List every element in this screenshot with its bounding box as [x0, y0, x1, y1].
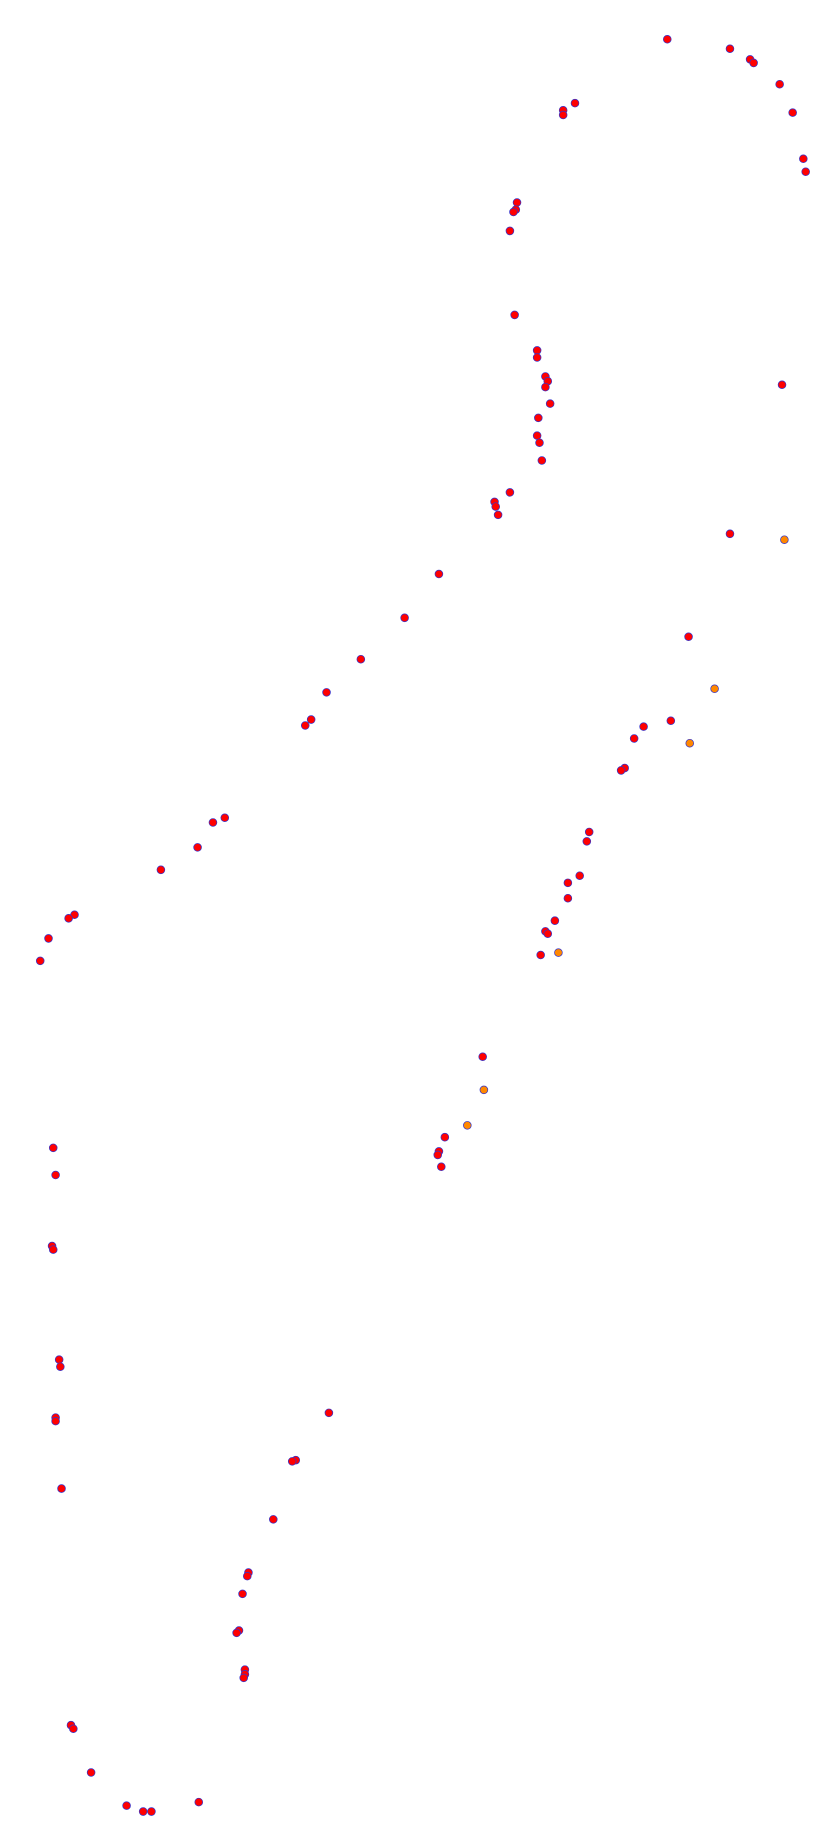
point — [558, 110, 568, 120]
point — [479, 1085, 489, 1095]
point — [306, 715, 316, 724]
point — [534, 413, 543, 423]
point — [138, 1807, 148, 1816]
point — [639, 722, 648, 731]
point — [269, 1515, 278, 1524]
point — [570, 98, 580, 108]
point — [666, 716, 676, 725]
point — [725, 529, 735, 539]
point — [537, 456, 547, 465]
point — [788, 108, 797, 117]
point — [48, 1245, 58, 1254]
point — [584, 827, 594, 837]
point — [777, 380, 787, 389]
point — [536, 950, 545, 960]
point — [550, 916, 560, 925]
point — [505, 226, 515, 236]
point — [541, 382, 550, 392]
point — [51, 1170, 60, 1180]
point — [725, 44, 735, 53]
point — [35, 956, 45, 966]
point — [239, 1673, 248, 1683]
point — [629, 734, 639, 743]
point — [434, 569, 444, 579]
point — [147, 1807, 156, 1816]
point — [510, 310, 519, 320]
point — [51, 1416, 60, 1426]
point — [563, 878, 573, 888]
point — [400, 613, 409, 623]
point — [663, 35, 672, 44]
point — [54, 1355, 64, 1364]
point — [322, 688, 331, 697]
point — [433, 1150, 443, 1160]
point — [563, 893, 573, 903]
point — [287, 1457, 297, 1466]
point — [801, 167, 810, 177]
point — [243, 1571, 252, 1581]
point — [440, 1132, 450, 1142]
point — [684, 632, 693, 641]
point — [775, 79, 784, 89]
point — [505, 488, 515, 497]
point — [749, 58, 758, 68]
point — [324, 1408, 334, 1418]
point — [780, 535, 789, 544]
point — [437, 1162, 446, 1172]
point — [208, 818, 218, 827]
point — [64, 914, 73, 923]
point — [238, 1589, 247, 1599]
point — [57, 1484, 66, 1493]
point — [478, 1052, 487, 1061]
point — [220, 813, 230, 823]
point — [512, 198, 522, 207]
point — [799, 154, 808, 164]
point — [575, 871, 584, 880]
point — [493, 510, 503, 520]
point — [532, 346, 542, 355]
point — [356, 654, 366, 664]
point — [69, 1724, 78, 1733]
point — [86, 1768, 96, 1777]
point — [300, 721, 310, 730]
point — [685, 738, 695, 748]
point — [543, 929, 553, 938]
point — [193, 843, 202, 852]
point — [491, 502, 500, 511]
point — [532, 431, 542, 440]
point — [710, 684, 719, 694]
point — [232, 1628, 241, 1638]
point — [156, 865, 166, 875]
point — [122, 1801, 131, 1810]
point — [535, 438, 544, 447]
point — [509, 207, 518, 217]
point — [463, 1121, 472, 1130]
point — [545, 399, 555, 408]
point — [554, 948, 563, 957]
point — [56, 1362, 65, 1371]
point — [48, 1143, 58, 1153]
point — [532, 353, 542, 362]
point — [194, 1797, 204, 1807]
point — [616, 766, 626, 775]
point — [44, 934, 53, 943]
point — [582, 837, 592, 846]
